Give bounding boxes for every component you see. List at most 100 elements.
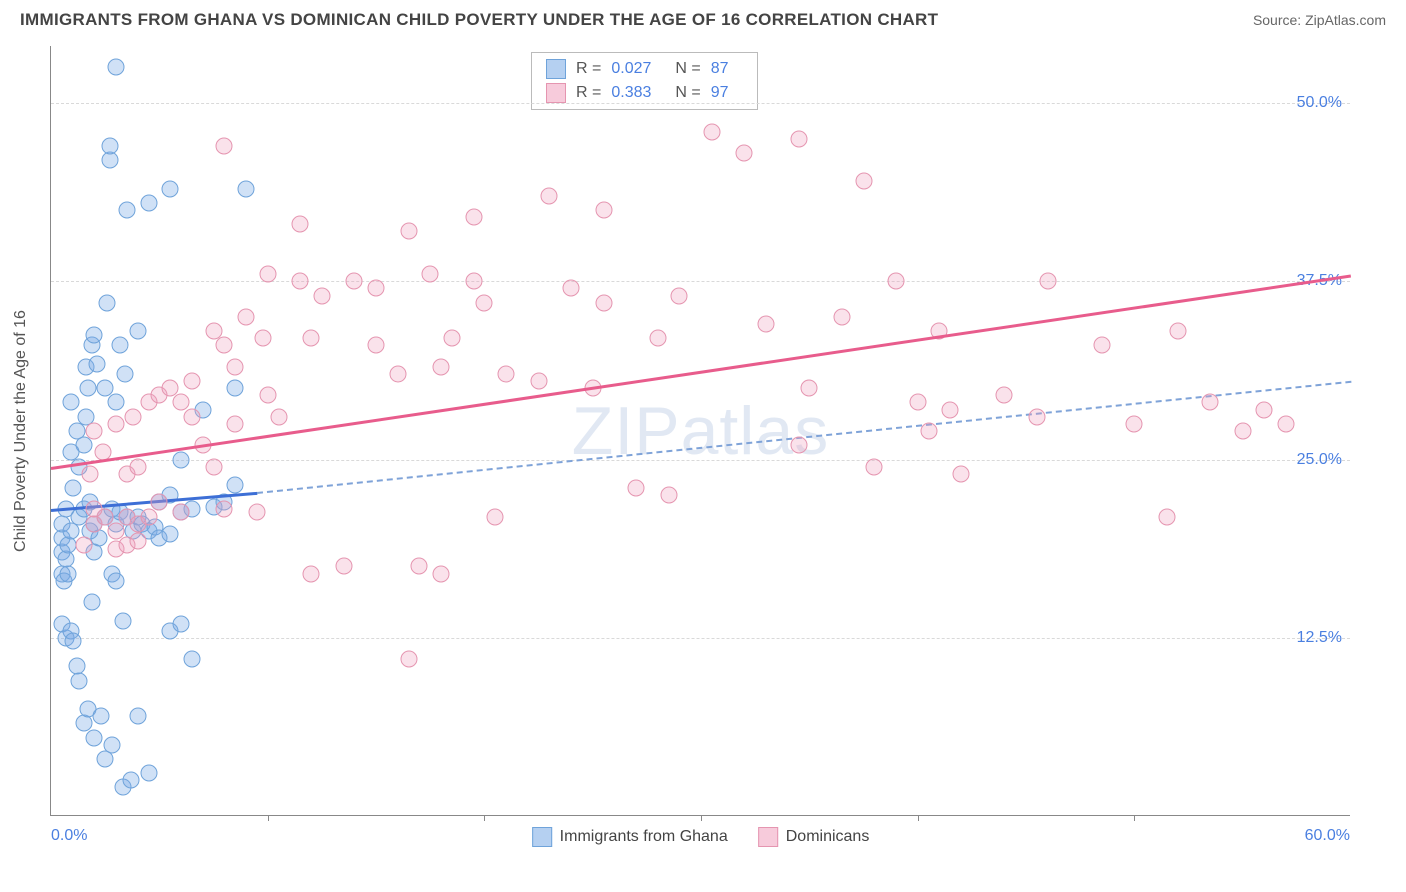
stat-n-value: 87 — [711, 60, 729, 78]
data-point — [129, 708, 146, 725]
data-point — [465, 273, 482, 290]
data-point — [129, 532, 146, 549]
data-point — [1028, 408, 1045, 425]
data-point — [227, 477, 244, 494]
data-point — [476, 294, 493, 311]
stats-row: R = 0.027N = 87 — [532, 57, 757, 81]
data-point — [335, 558, 352, 575]
source-label: Source: — [1253, 12, 1301, 28]
data-point — [173, 504, 190, 521]
data-point — [216, 137, 233, 154]
data-point — [1278, 415, 1295, 432]
data-point — [248, 504, 265, 521]
y-axis-title: Child Poverty Under the Age of 16 — [12, 310, 30, 552]
source-attr: Source: ZipAtlas.com — [1253, 12, 1386, 28]
bottom-legend: Immigrants from Ghana Dominicans — [532, 827, 870, 847]
trend-line-extrapolated — [257, 381, 1351, 494]
data-point — [82, 465, 99, 482]
stat-r-value: 0.027 — [611, 60, 651, 78]
source-link[interactable]: ZipAtlas.com — [1305, 12, 1386, 28]
legend-swatch — [758, 827, 778, 847]
legend-label: Immigrants from Ghana — [560, 828, 728, 846]
data-point — [1256, 401, 1273, 418]
data-point — [112, 337, 129, 354]
x-tick — [268, 815, 269, 821]
data-point — [116, 365, 133, 382]
data-point — [108, 59, 125, 76]
legend-item: Dominicans — [758, 827, 870, 847]
data-point — [303, 565, 320, 582]
data-point — [129, 458, 146, 475]
data-point — [270, 408, 287, 425]
chart-title: IMMIGRANTS FROM GHANA VS DOMINICAN CHILD… — [20, 10, 938, 30]
data-point — [487, 508, 504, 525]
data-point — [227, 380, 244, 397]
data-point — [86, 423, 103, 440]
data-point — [227, 415, 244, 432]
data-point — [595, 294, 612, 311]
data-point — [114, 612, 131, 629]
data-point — [942, 401, 959, 418]
data-point — [238, 180, 255, 197]
data-point — [151, 494, 168, 511]
data-point — [86, 327, 103, 344]
data-point — [64, 480, 81, 497]
data-point — [1126, 415, 1143, 432]
data-point — [1158, 508, 1175, 525]
data-point — [888, 273, 905, 290]
data-point — [238, 308, 255, 325]
data-point — [1039, 273, 1056, 290]
data-point — [162, 180, 179, 197]
data-point — [628, 480, 645, 497]
data-point — [123, 772, 140, 789]
data-point — [541, 187, 558, 204]
legend-swatch — [532, 827, 552, 847]
y-tick-label: 12.5% — [1297, 629, 1342, 647]
data-point — [563, 280, 580, 297]
data-point — [129, 323, 146, 340]
x-axis-max-label: 60.0% — [1305, 827, 1350, 845]
data-point — [909, 394, 926, 411]
data-point — [101, 137, 118, 154]
stat-r-label: R = — [576, 84, 601, 102]
data-point — [183, 373, 200, 390]
data-point — [1093, 337, 1110, 354]
data-point — [84, 594, 101, 611]
data-point — [389, 365, 406, 382]
gridline — [51, 281, 1350, 282]
data-point — [498, 365, 515, 382]
data-point — [88, 355, 105, 372]
data-point — [140, 508, 157, 525]
data-point — [108, 394, 125, 411]
data-point — [62, 444, 79, 461]
data-point — [292, 273, 309, 290]
data-point — [118, 201, 135, 218]
data-point — [103, 736, 120, 753]
data-point — [140, 765, 157, 782]
x-tick — [1134, 815, 1135, 821]
data-point — [953, 465, 970, 482]
data-point — [86, 729, 103, 746]
data-point — [303, 330, 320, 347]
data-point — [660, 487, 677, 504]
data-point — [400, 651, 417, 668]
data-point — [703, 123, 720, 140]
data-point — [60, 565, 77, 582]
data-point — [996, 387, 1013, 404]
data-point — [1202, 394, 1219, 411]
x-tick — [918, 815, 919, 821]
data-point — [173, 615, 190, 632]
data-point — [465, 209, 482, 226]
gridline — [51, 460, 1350, 461]
data-point — [1169, 323, 1186, 340]
legend-label: Dominicans — [786, 828, 870, 846]
data-point — [866, 458, 883, 475]
data-point — [1234, 423, 1251, 440]
data-point — [855, 173, 872, 190]
stat-r-value: 0.383 — [611, 84, 651, 102]
data-point — [411, 558, 428, 575]
data-point — [92, 708, 109, 725]
data-point — [86, 501, 103, 518]
y-tick-label: 50.0% — [1297, 94, 1342, 112]
stats-legend: R = 0.027N = 87R = 0.383N = 97 — [531, 52, 758, 110]
